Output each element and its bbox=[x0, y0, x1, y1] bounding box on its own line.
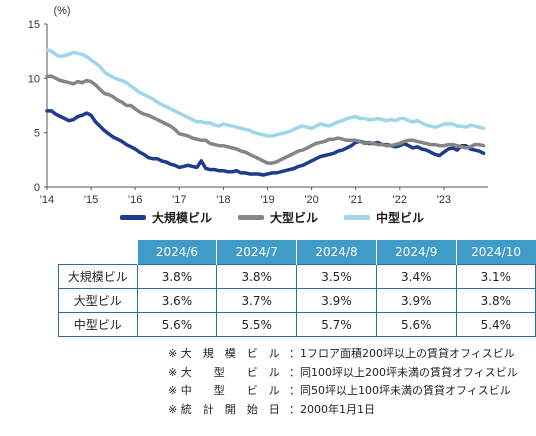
legend-swatch-large-scale bbox=[120, 215, 146, 220]
table-row-label: 中型ビル bbox=[58, 312, 138, 337]
legend-item-large: 大型ビル bbox=[238, 209, 318, 226]
y-tick-label: 10 bbox=[28, 73, 40, 85]
chart-legend: 大規模ビル 大型ビル 中型ビル bbox=[120, 209, 424, 226]
footnotes: ※ 大 規 模 ビ ル ：1フロア面積200坪以上の賃貸オフィスビル ※ 大 型… bbox=[168, 345, 518, 419]
table-col-header: 2024/8 bbox=[296, 240, 377, 265]
y-tick-label: 0 bbox=[34, 182, 40, 194]
table-cell: 3.9% bbox=[375, 288, 457, 313]
footnote-text: ：同100坪以上200坪未満の賃貸オフィスビル bbox=[289, 365, 518, 379]
table-cell: 3.8% bbox=[455, 288, 536, 313]
table-cell: 5.7% bbox=[296, 312, 377, 337]
series-line-2 bbox=[45, 48, 486, 138]
table-corner bbox=[59, 240, 138, 265]
y-unit-label: (%) bbox=[53, 5, 70, 17]
x-tick-label: '17 bbox=[172, 194, 186, 205]
footnote-key: ※ 大 規 模 ビ ル bbox=[168, 347, 280, 360]
x-tick-label: '16 bbox=[128, 194, 142, 205]
x-tick-label: '18 bbox=[216, 194, 230, 205]
y-tick-label: 15 bbox=[28, 19, 40, 31]
line-chart: (%) 15 10 5 0'14 '15 '16 '17 '18 '19 '20 '21 '22 '23 bbox=[28, 5, 488, 205]
x-tick-label: '23 bbox=[437, 194, 451, 205]
table-cell: 5.5% bbox=[216, 312, 298, 337]
y-tick-label: 5 bbox=[34, 128, 40, 140]
x-tick-label: '14 bbox=[40, 194, 54, 205]
table-cell: 3.9% bbox=[296, 288, 377, 313]
x-tick-label: '15 bbox=[84, 194, 98, 205]
series-line-1 bbox=[45, 74, 486, 165]
footnote-text: ：同50坪以上100坪未満の賃貸オフィスビル bbox=[289, 384, 511, 397]
legend-item-medium: 中型ビル bbox=[344, 209, 424, 226]
table-cell: 3.1% bbox=[455, 264, 536, 289]
footnote-text: ：1フロア面積200坪以上の賃貸オフィスビル bbox=[289, 347, 515, 360]
footnote-text: ：2000年1月1日 bbox=[289, 402, 375, 416]
table-cell: 5.4% bbox=[455, 312, 536, 337]
legend-label-medium: 中型ビル bbox=[376, 211, 425, 225]
legend-item-large-scale: 大規模ビル bbox=[120, 209, 212, 226]
legend-swatch-medium bbox=[344, 215, 371, 220]
footnote-key: ※ 統 計 開 始 日 bbox=[168, 402, 280, 416]
x-tick-label: '19 bbox=[260, 194, 274, 205]
footnote: ※ 統 計 開 始 日 ：2000年1月1日 bbox=[168, 401, 518, 420]
table-cell: 3.7% bbox=[216, 288, 298, 313]
table-row: 大規模ビル 3.8% 3.8% 3.5% 3.4% 3.1% bbox=[58, 264, 536, 289]
series-line-0 bbox=[45, 109, 486, 177]
table-cell: 5.6% bbox=[375, 312, 457, 337]
footnote: ※ 大 型 ビ ル ：同100坪以上200坪未満の賃貸オフィスビル bbox=[168, 364, 518, 383]
footnote-key: ※ 大 型 ビ ル bbox=[168, 365, 280, 379]
table-row-label: 大規模ビル bbox=[58, 264, 138, 289]
vacancy-table: 2024/6 2024/7 2024/8 2024/9 2024/10 大規模ビ… bbox=[58, 240, 536, 337]
legend-label-large-scale: 大規模ビル bbox=[152, 211, 213, 225]
table-col-header: 2024/6 bbox=[136, 240, 217, 265]
footnote-key: ※ 中 型 ビ ル bbox=[168, 384, 280, 397]
table-cell: 3.6% bbox=[136, 288, 218, 313]
table-col-header: 2024/9 bbox=[375, 240, 457, 265]
table-row: 中型ビル 5.6% 5.5% 5.7% 5.6% 5.4% bbox=[58, 312, 536, 337]
table-row: 大型ビル 3.6% 3.7% 3.9% 3.9% 3.8% bbox=[58, 288, 536, 313]
table-header-row: 2024/6 2024/7 2024/8 2024/9 2024/10 bbox=[59, 240, 536, 265]
footnote: ※ 中 型 ビ ル ：同50坪以上100坪未満の賃貸オフィスビル bbox=[168, 382, 518, 401]
table-cell: 3.4% bbox=[375, 264, 457, 289]
table-cell: 5.6% bbox=[136, 312, 218, 337]
table-cell: 3.8% bbox=[216, 264, 298, 289]
table-col-header: 2024/10 bbox=[455, 240, 536, 265]
footnote: ※ 大 規 模 ビ ル ：1フロア面積200坪以上の賃貸オフィスビル bbox=[168, 345, 518, 364]
table-cell: 3.8% bbox=[136, 264, 218, 289]
x-tick-label: '22 bbox=[393, 194, 407, 205]
table-cell: 3.5% bbox=[296, 264, 377, 289]
table-row-label: 大型ビル bbox=[58, 288, 138, 313]
legend-label-large: 大型ビル bbox=[270, 211, 319, 225]
x-tick-label: '21 bbox=[349, 194, 363, 205]
table-col-header: 2024/7 bbox=[216, 240, 297, 265]
legend-swatch-large bbox=[238, 215, 265, 220]
x-tick-label: '20 bbox=[304, 194, 318, 205]
